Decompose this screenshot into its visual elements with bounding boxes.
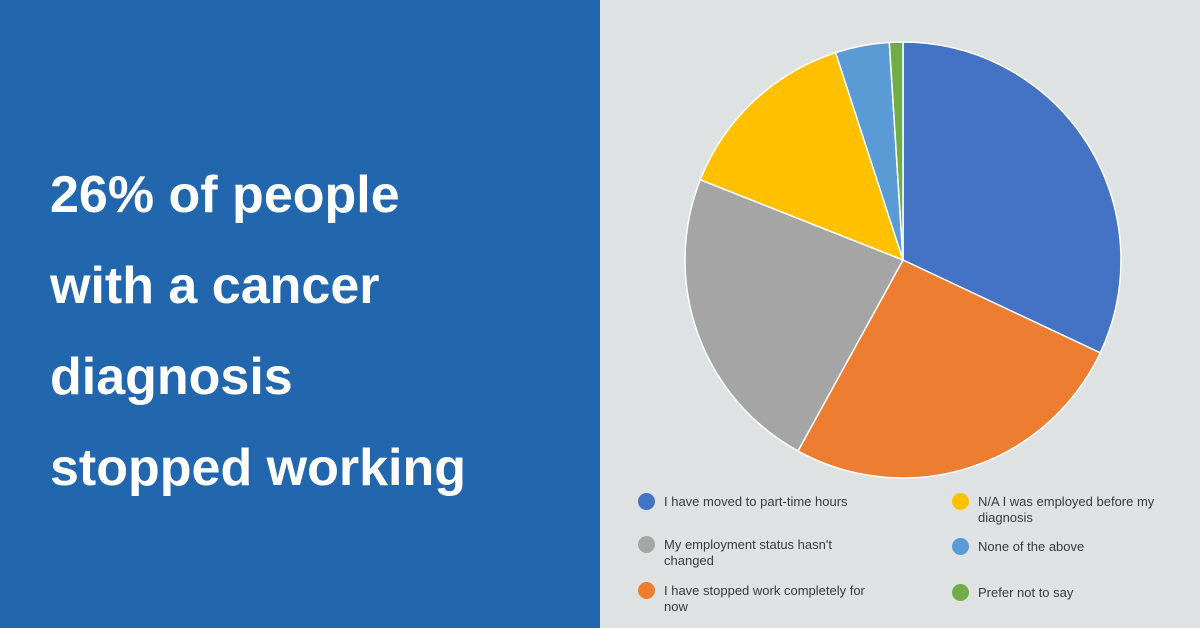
- headline-line: stopped working: [50, 439, 466, 497]
- pie-slice: [888, 41, 904, 261]
- legend-item: Prefer not to say: [952, 584, 1182, 601]
- legend-label: N/A I was employed before my diagnosis: [978, 494, 1155, 525]
- headline-line: with a cancer: [50, 257, 380, 315]
- legend-item: N/A I was employed before my diagnosis: [952, 493, 1182, 526]
- headline: 26% of people with a cancer diagnosis stopp…: [50, 150, 466, 514]
- legend-item: I have moved to part-time hours: [638, 493, 868, 510]
- pie-slice: [902, 41, 1122, 354]
- legend-item: I have stopped work completely for now: [638, 582, 868, 615]
- legend-swatch: [638, 582, 655, 599]
- pie-chart: [684, 41, 1122, 479]
- legend-label: I have moved to part-time hours: [664, 494, 848, 509]
- headline-line: 26% of people: [50, 166, 400, 224]
- chart-panel: I have moved to part-time hours I have st…: [600, 0, 1200, 628]
- headline-line: diagnosis: [50, 348, 293, 406]
- legend-swatch: [638, 536, 655, 553]
- legend-label: Prefer not to say: [978, 585, 1074, 600]
- legend-swatch: [952, 493, 969, 510]
- legend-label: I have stopped work completely for now: [664, 583, 865, 614]
- legend-item: None of the above: [952, 538, 1182, 555]
- legend-item: My employment status hasn't changed: [638, 536, 868, 569]
- headline-panel: 26% of people with a cancer diagnosis stopp…: [0, 0, 600, 628]
- pie-slice: [684, 178, 905, 453]
- legend-label: None of the above: [978, 539, 1085, 554]
- legend-swatch: [638, 493, 655, 510]
- legend-swatch: [952, 584, 969, 601]
- legend-label: My employment status hasn't changed: [664, 537, 832, 568]
- legend-swatch: [952, 538, 969, 555]
